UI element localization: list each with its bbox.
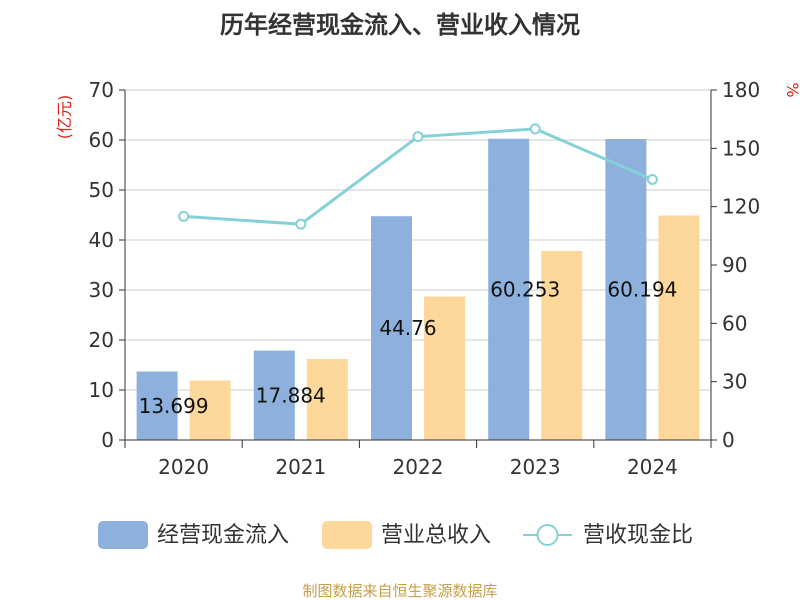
- x-tick-label: 2022: [393, 455, 444, 479]
- line-series: [178, 123, 658, 230]
- legend: 经营现金流入 营业总收入 营收现金比: [98, 521, 693, 549]
- legend-label-ratio: 营收现金比: [583, 523, 693, 548]
- bar-cash-inflow: [136, 371, 178, 440]
- bar-series: [136, 138, 700, 441]
- left-tick-label: 20: [89, 328, 114, 352]
- right-axis-unit: %: [783, 82, 800, 97]
- left-tick-label: 70: [89, 78, 114, 102]
- data-label-cash-inflow: 44.76: [379, 316, 436, 340]
- legend-label-cash-inflow: 经营现金流入: [157, 523, 289, 548]
- data-label-cash-inflow: 60.194: [607, 278, 677, 302]
- bar-revenue: [658, 215, 700, 440]
- left-axis-unit: (亿元): [55, 95, 74, 140]
- left-tick-label: 60: [89, 128, 114, 152]
- x-tick-label: 2021: [275, 455, 326, 479]
- axes: 0 10 20 30 40 50 60 70 0 30 60 90 120 150 180 2020 2021 2…: [89, 78, 761, 479]
- left-tick-label: 50: [89, 178, 114, 202]
- bar-cash-inflow: [253, 350, 295, 440]
- right-tick-label: 150: [722, 136, 760, 160]
- left-tick-label: 40: [89, 228, 114, 252]
- line-ratio-point: [412, 131, 424, 143]
- x-tick-label: 2024: [627, 455, 678, 479]
- right-tick-label: 120: [722, 195, 760, 219]
- bar-cash-inflow: [488, 138, 530, 441]
- bar-revenue: [189, 380, 231, 440]
- right-tick-label: 0: [722, 428, 735, 452]
- source-footer: 制图数据来自恒生聚源数据库: [302, 582, 497, 600]
- bar-revenue: [306, 359, 348, 440]
- right-tick-label: 30: [722, 370, 747, 394]
- data-label-cash-inflow: 17.884: [256, 383, 326, 407]
- x-tick-label: 2020: [158, 455, 209, 479]
- chart-title: 历年经营现金流入、营业收入情况: [220, 11, 580, 39]
- line-ratio: [183, 127, 653, 226]
- line-ratio-point: [295, 218, 307, 230]
- line-ratio-point: [178, 210, 190, 222]
- legend-swatch-revenue: [322, 521, 372, 549]
- bar-cash-inflow: [605, 139, 647, 440]
- left-tick-label: 0: [101, 428, 114, 452]
- bar-cash-inflow: [371, 216, 412, 440]
- x-tick-label: 2023: [510, 455, 561, 479]
- bar-revenue: [541, 251, 583, 440]
- right-tick-label: 90: [722, 253, 747, 277]
- data-label-cash-inflow: 60.253: [490, 277, 560, 301]
- right-tick-label: 60: [722, 311, 747, 335]
- left-tick-label: 10: [89, 378, 114, 402]
- line-ratio-point: [529, 123, 541, 135]
- data-label-cash-inflow: 13.699: [139, 394, 209, 418]
- line-ratio-point: [646, 173, 658, 185]
- right-tick-label: 180: [722, 78, 760, 102]
- left-tick-label: 30: [89, 278, 114, 302]
- legend-swatch-cash-inflow: [98, 521, 148, 549]
- bar-revenue: [424, 296, 465, 440]
- legend-label-revenue: 营业总收入: [381, 523, 491, 548]
- data-labels: 13.699 17.884 44.76 60.253 60.194: [139, 277, 678, 417]
- legend-marker-ratio: [536, 524, 559, 546]
